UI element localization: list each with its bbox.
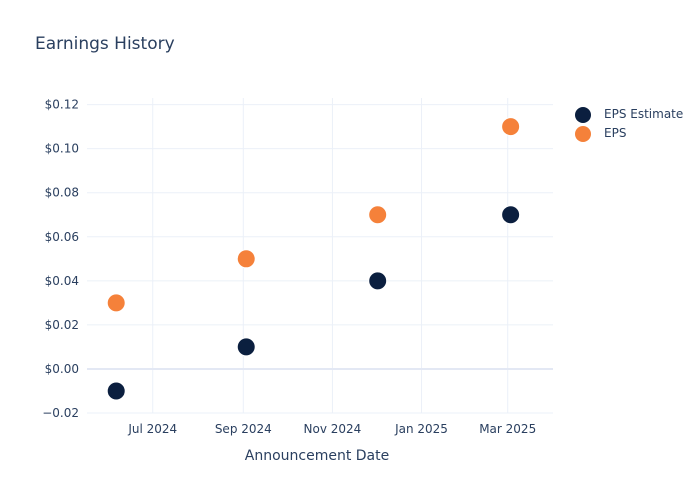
y-tick-label: −0.02 [42, 406, 79, 420]
y-tick-label: $0.08 [45, 186, 79, 200]
data-point-eps-estimate [236, 337, 256, 357]
data-point-eps-estimate [368, 271, 388, 291]
y-tick-label: $0.12 [45, 98, 79, 112]
data-point-eps-estimate [501, 205, 521, 225]
x-tick-label: Nov 2024 [304, 422, 362, 436]
x-tick-label: Sep 2024 [215, 422, 272, 436]
legend: EPS Estimate EPS [574, 105, 683, 143]
y-tick-label: $0.00 [45, 362, 79, 376]
legend-label-eps-estimate: EPS Estimate [604, 107, 684, 121]
data-point-eps [106, 293, 126, 313]
chart-title: Earnings History [35, 34, 175, 54]
y-tick-label: $0.06 [45, 230, 79, 244]
legend-swatch-eps [575, 125, 591, 142]
data-point-eps-estimate [106, 381, 126, 401]
legend-item-eps[interactable]: EPS [574, 124, 683, 143]
y-tick-label: $0.02 [45, 318, 79, 332]
legend-label-eps: EPS [604, 126, 627, 140]
data-point-eps [501, 117, 521, 137]
y-tick-label: $0.04 [45, 274, 79, 288]
data-point-eps [368, 205, 388, 225]
x-tick-label: Mar 2025 [479, 422, 536, 436]
x-tick-label: Jan 2025 [394, 422, 448, 436]
x-axis-title: Announcement Date [244, 448, 390, 464]
legend-item-eps-estimate[interactable]: EPS Estimate [574, 105, 683, 124]
data-point-eps [236, 249, 256, 269]
legend-swatch-eps-estimate [575, 106, 591, 123]
y-tick-label: $0.10 [45, 142, 79, 156]
x-tick-label: Jul 2024 [127, 422, 177, 436]
